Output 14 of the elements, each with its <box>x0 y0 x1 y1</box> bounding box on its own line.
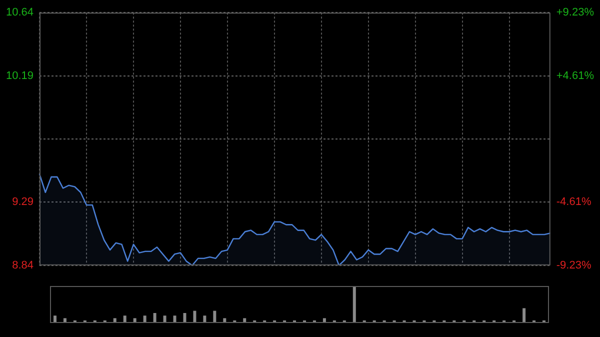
y2-tick-label: -4.61% <box>556 196 592 208</box>
y-tick-label: 10.64 <box>6 6 34 19</box>
bar <box>352 286 356 323</box>
bar <box>193 310 196 323</box>
y2-tick-label: +9.23% <box>556 6 594 19</box>
y2-tick-label: -9.23% <box>556 259 592 272</box>
y2-tick-label: +4.61% <box>556 70 594 82</box>
y-tick-label: 9.29 <box>12 196 34 208</box>
bar <box>522 308 526 323</box>
y-tick-label: 10.19 <box>6 70 34 82</box>
bar <box>183 313 186 323</box>
bar <box>153 313 156 323</box>
bar <box>213 310 216 323</box>
y-tick-label: 8.84 <box>12 259 34 272</box>
